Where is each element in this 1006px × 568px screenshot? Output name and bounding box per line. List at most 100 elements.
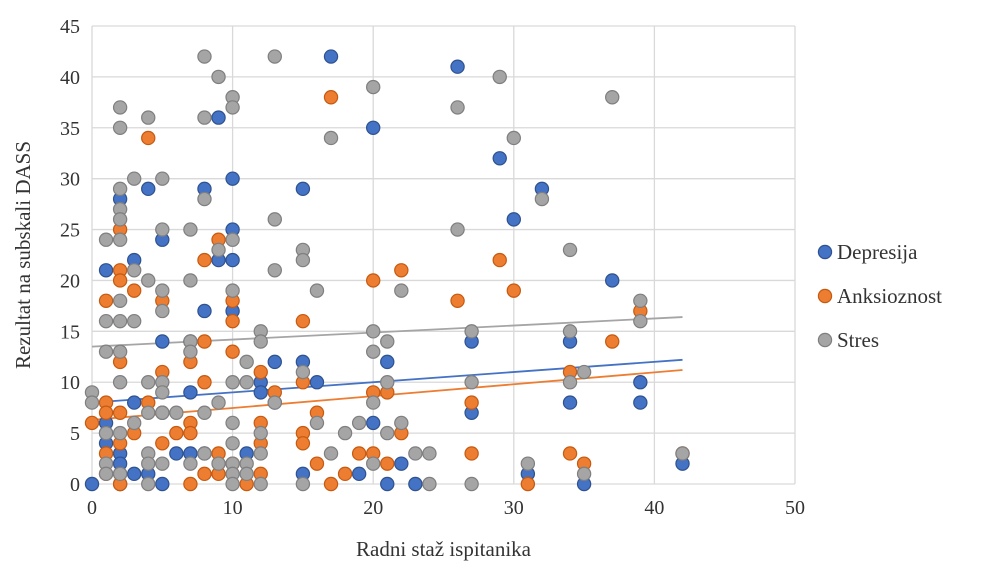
data-point	[520, 456, 536, 471]
data-point	[126, 171, 142, 186]
x-tick-label: 20	[363, 497, 383, 519]
data-point	[520, 476, 536, 492]
series-stres	[84, 49, 690, 492]
data-point	[366, 273, 381, 288]
data-point	[464, 375, 479, 390]
x-tick-label: 10	[223, 497, 243, 519]
data-point	[351, 466, 367, 482]
data-point	[492, 151, 507, 166]
x-tick-label: 50	[785, 497, 805, 519]
data-point	[112, 232, 128, 247]
data-point	[562, 446, 578, 461]
data-point	[295, 313, 311, 329]
data-point	[112, 375, 128, 390]
data-point	[155, 334, 170, 349]
data-point	[211, 242, 226, 258]
data-point	[225, 100, 240, 115]
data-point	[267, 49, 282, 64]
data-point	[351, 446, 367, 461]
data-point	[112, 344, 128, 359]
data-point	[253, 446, 268, 461]
data-point	[126, 466, 142, 482]
data-point	[408, 476, 423, 492]
data-point	[295, 436, 311, 451]
data-point	[141, 375, 156, 390]
data-point	[506, 283, 521, 298]
data-point	[183, 456, 198, 471]
data-point	[394, 456, 409, 471]
data-point	[183, 344, 198, 359]
legend-label-depresija: Depresija	[837, 240, 918, 264]
data-point	[464, 324, 479, 339]
legend-marker-stres	[817, 332, 833, 348]
data-point	[295, 181, 311, 197]
data-point	[183, 222, 198, 237]
data-point	[225, 344, 240, 359]
data-point	[562, 395, 578, 410]
data-point	[183, 273, 198, 288]
data-point	[112, 466, 128, 482]
data-point	[183, 385, 198, 400]
data-point	[225, 375, 240, 390]
data-point	[366, 79, 381, 95]
data-point	[633, 293, 648, 308]
data-point	[422, 476, 437, 492]
data-point	[323, 446, 339, 461]
data-point	[309, 375, 325, 390]
data-point	[197, 405, 212, 420]
data-point	[98, 232, 114, 247]
data-point	[126, 415, 142, 431]
data-point	[394, 283, 409, 298]
data-point	[197, 375, 212, 390]
data-point	[84, 476, 100, 492]
data-point	[112, 293, 128, 308]
tick-labels: 0 5 10 15 20 25 30 35 40 45 0 10 20 30 40 50	[60, 16, 805, 519]
data-point	[197, 252, 212, 268]
data-point	[267, 395, 282, 410]
data-point	[141, 273, 156, 288]
y-axis-title: Rezultat na subskali DASS	[11, 141, 35, 369]
legend-label-stres: Stres	[837, 328, 879, 352]
data-point	[126, 283, 142, 298]
data-point	[323, 130, 339, 146]
data-point	[141, 130, 156, 146]
gridlines	[91, 25, 796, 485]
data-point	[605, 90, 620, 105]
data-point	[225, 283, 240, 298]
data-point	[98, 425, 114, 441]
data-point	[197, 110, 212, 125]
data-point	[295, 252, 311, 268]
data-point	[633, 313, 648, 329]
data-point	[253, 476, 268, 492]
data-point	[633, 375, 648, 390]
data-point	[155, 436, 170, 451]
y-tick-label: 5	[70, 423, 80, 445]
y-tick-label: 20	[60, 270, 80, 292]
data-points	[84, 49, 690, 492]
data-point	[337, 466, 353, 482]
series-depresija	[84, 49, 690, 492]
data-point	[112, 120, 128, 135]
data-point	[351, 415, 367, 431]
data-point	[394, 263, 409, 278]
data-point	[506, 212, 521, 227]
data-point	[112, 181, 128, 197]
data-point	[112, 425, 128, 441]
legend-marker-anksioznost	[817, 288, 833, 304]
data-point	[211, 69, 226, 85]
data-point	[267, 212, 282, 227]
data-point	[253, 334, 268, 349]
data-point	[126, 313, 142, 329]
data-point	[380, 354, 395, 370]
data-point	[295, 476, 311, 492]
data-point	[253, 425, 268, 441]
series-anksioznost	[84, 90, 690, 492]
data-point	[366, 456, 381, 471]
data-point	[112, 100, 128, 115]
data-point	[366, 415, 381, 431]
data-point	[225, 232, 240, 247]
data-point	[155, 222, 170, 237]
data-point	[562, 242, 578, 258]
